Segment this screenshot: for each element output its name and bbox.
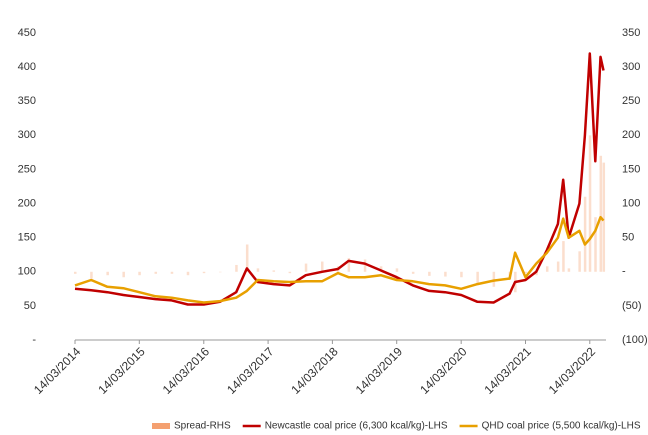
- y2-tick-label: 350: [622, 27, 640, 39]
- y-tick-label: 350: [18, 95, 36, 107]
- spread-bar: [588, 135, 592, 272]
- y-tick-label: -: [32, 334, 36, 346]
- spread-bar: [363, 259, 367, 272]
- spread-bar: [428, 271, 431, 276]
- spread-bar: [106, 271, 109, 276]
- y2-tick-label: 100: [622, 197, 640, 209]
- spread-bar: [395, 268, 399, 272]
- spread-bar: [218, 271, 222, 273]
- y-tick-label: 50: [24, 300, 36, 312]
- spread-bar: [245, 244, 249, 272]
- legend-label: Spread-RHS: [174, 421, 231, 432]
- spread-bar: [594, 217, 597, 272]
- spread-bar: [578, 251, 581, 272]
- spread-bar: [304, 263, 308, 272]
- y2-tick-label: 300: [622, 61, 640, 73]
- y-tick-label: 150: [18, 232, 36, 244]
- spread-bar: [524, 271, 527, 274]
- spread-bar: [288, 271, 292, 274]
- legend-label: Newcastle coal price (6,300 kcal/kg)-LHS: [265, 421, 448, 432]
- x-tick-label: 14/03/2019: [353, 344, 406, 397]
- y-tick-label: 450: [18, 27, 36, 39]
- spread-bar: [235, 264, 238, 272]
- spread-bar: [567, 268, 571, 272]
- spread-bar: [347, 258, 351, 272]
- x-tick-label: 14/03/2022: [546, 344, 599, 397]
- y-tick-label: 400: [18, 61, 36, 73]
- series-line: [74, 215, 605, 304]
- spread-bar: [272, 270, 276, 272]
- y2-tick-label: 50: [622, 232, 634, 244]
- spread-bar: [154, 271, 158, 274]
- legend-swatch: [152, 423, 170, 429]
- spread-bar: [256, 268, 260, 272]
- spread-bar: [170, 271, 174, 274]
- spread-bar: [90, 271, 93, 279]
- spread-bar: [476, 271, 479, 285]
- x-tick-label: 14/03/2018: [288, 344, 341, 397]
- spread-bar: [202, 271, 206, 274]
- spread-bar: [492, 271, 496, 287]
- spread-bar: [74, 271, 77, 274]
- y2-tick-label: (100): [622, 334, 648, 346]
- spread-bar: [535, 271, 538, 276]
- x-tick-label: 14/03/2015: [95, 344, 148, 397]
- y2-tick-label: -: [622, 266, 626, 278]
- x-tick-label: 14/03/2017: [224, 344, 277, 397]
- series-line: [74, 52, 605, 306]
- x-tick-label: 14/03/2020: [417, 344, 470, 397]
- spread-bar: [545, 266, 549, 272]
- spread-bar: [444, 271, 447, 277]
- spread-bar: [122, 271, 125, 278]
- spread-bar: [186, 271, 190, 276]
- y-tick-label: 300: [18, 129, 36, 141]
- x-tick-label: 14/03/2016: [160, 344, 213, 397]
- spread-bar: [583, 196, 587, 272]
- y2-tick-label: 250: [622, 95, 640, 107]
- spread-bar: [556, 261, 560, 272]
- spread-bar: [138, 271, 141, 276]
- y-tick-label: 250: [18, 163, 36, 175]
- spread-bar: [460, 271, 463, 278]
- spread-bar: [321, 261, 324, 272]
- y2-tick-label: 200: [622, 129, 640, 141]
- spread-bar: [562, 241, 565, 272]
- legend-label: QHD coal price (5,500 kcal/kg)-LHS: [482, 421, 641, 432]
- spread-bar: [379, 266, 383, 272]
- y-tick-label: 200: [18, 197, 36, 209]
- y2-tick-label: 150: [622, 163, 640, 175]
- spread-bar: [411, 271, 415, 274]
- y-tick-label: 100: [18, 266, 36, 278]
- y2-tick-label: (50): [622, 300, 642, 312]
- x-tick-label: 14/03/2014: [31, 344, 84, 397]
- spread-bar: [599, 155, 603, 272]
- spread-bar: [602, 162, 606, 272]
- x-tick-label: 14/03/2021: [481, 344, 534, 397]
